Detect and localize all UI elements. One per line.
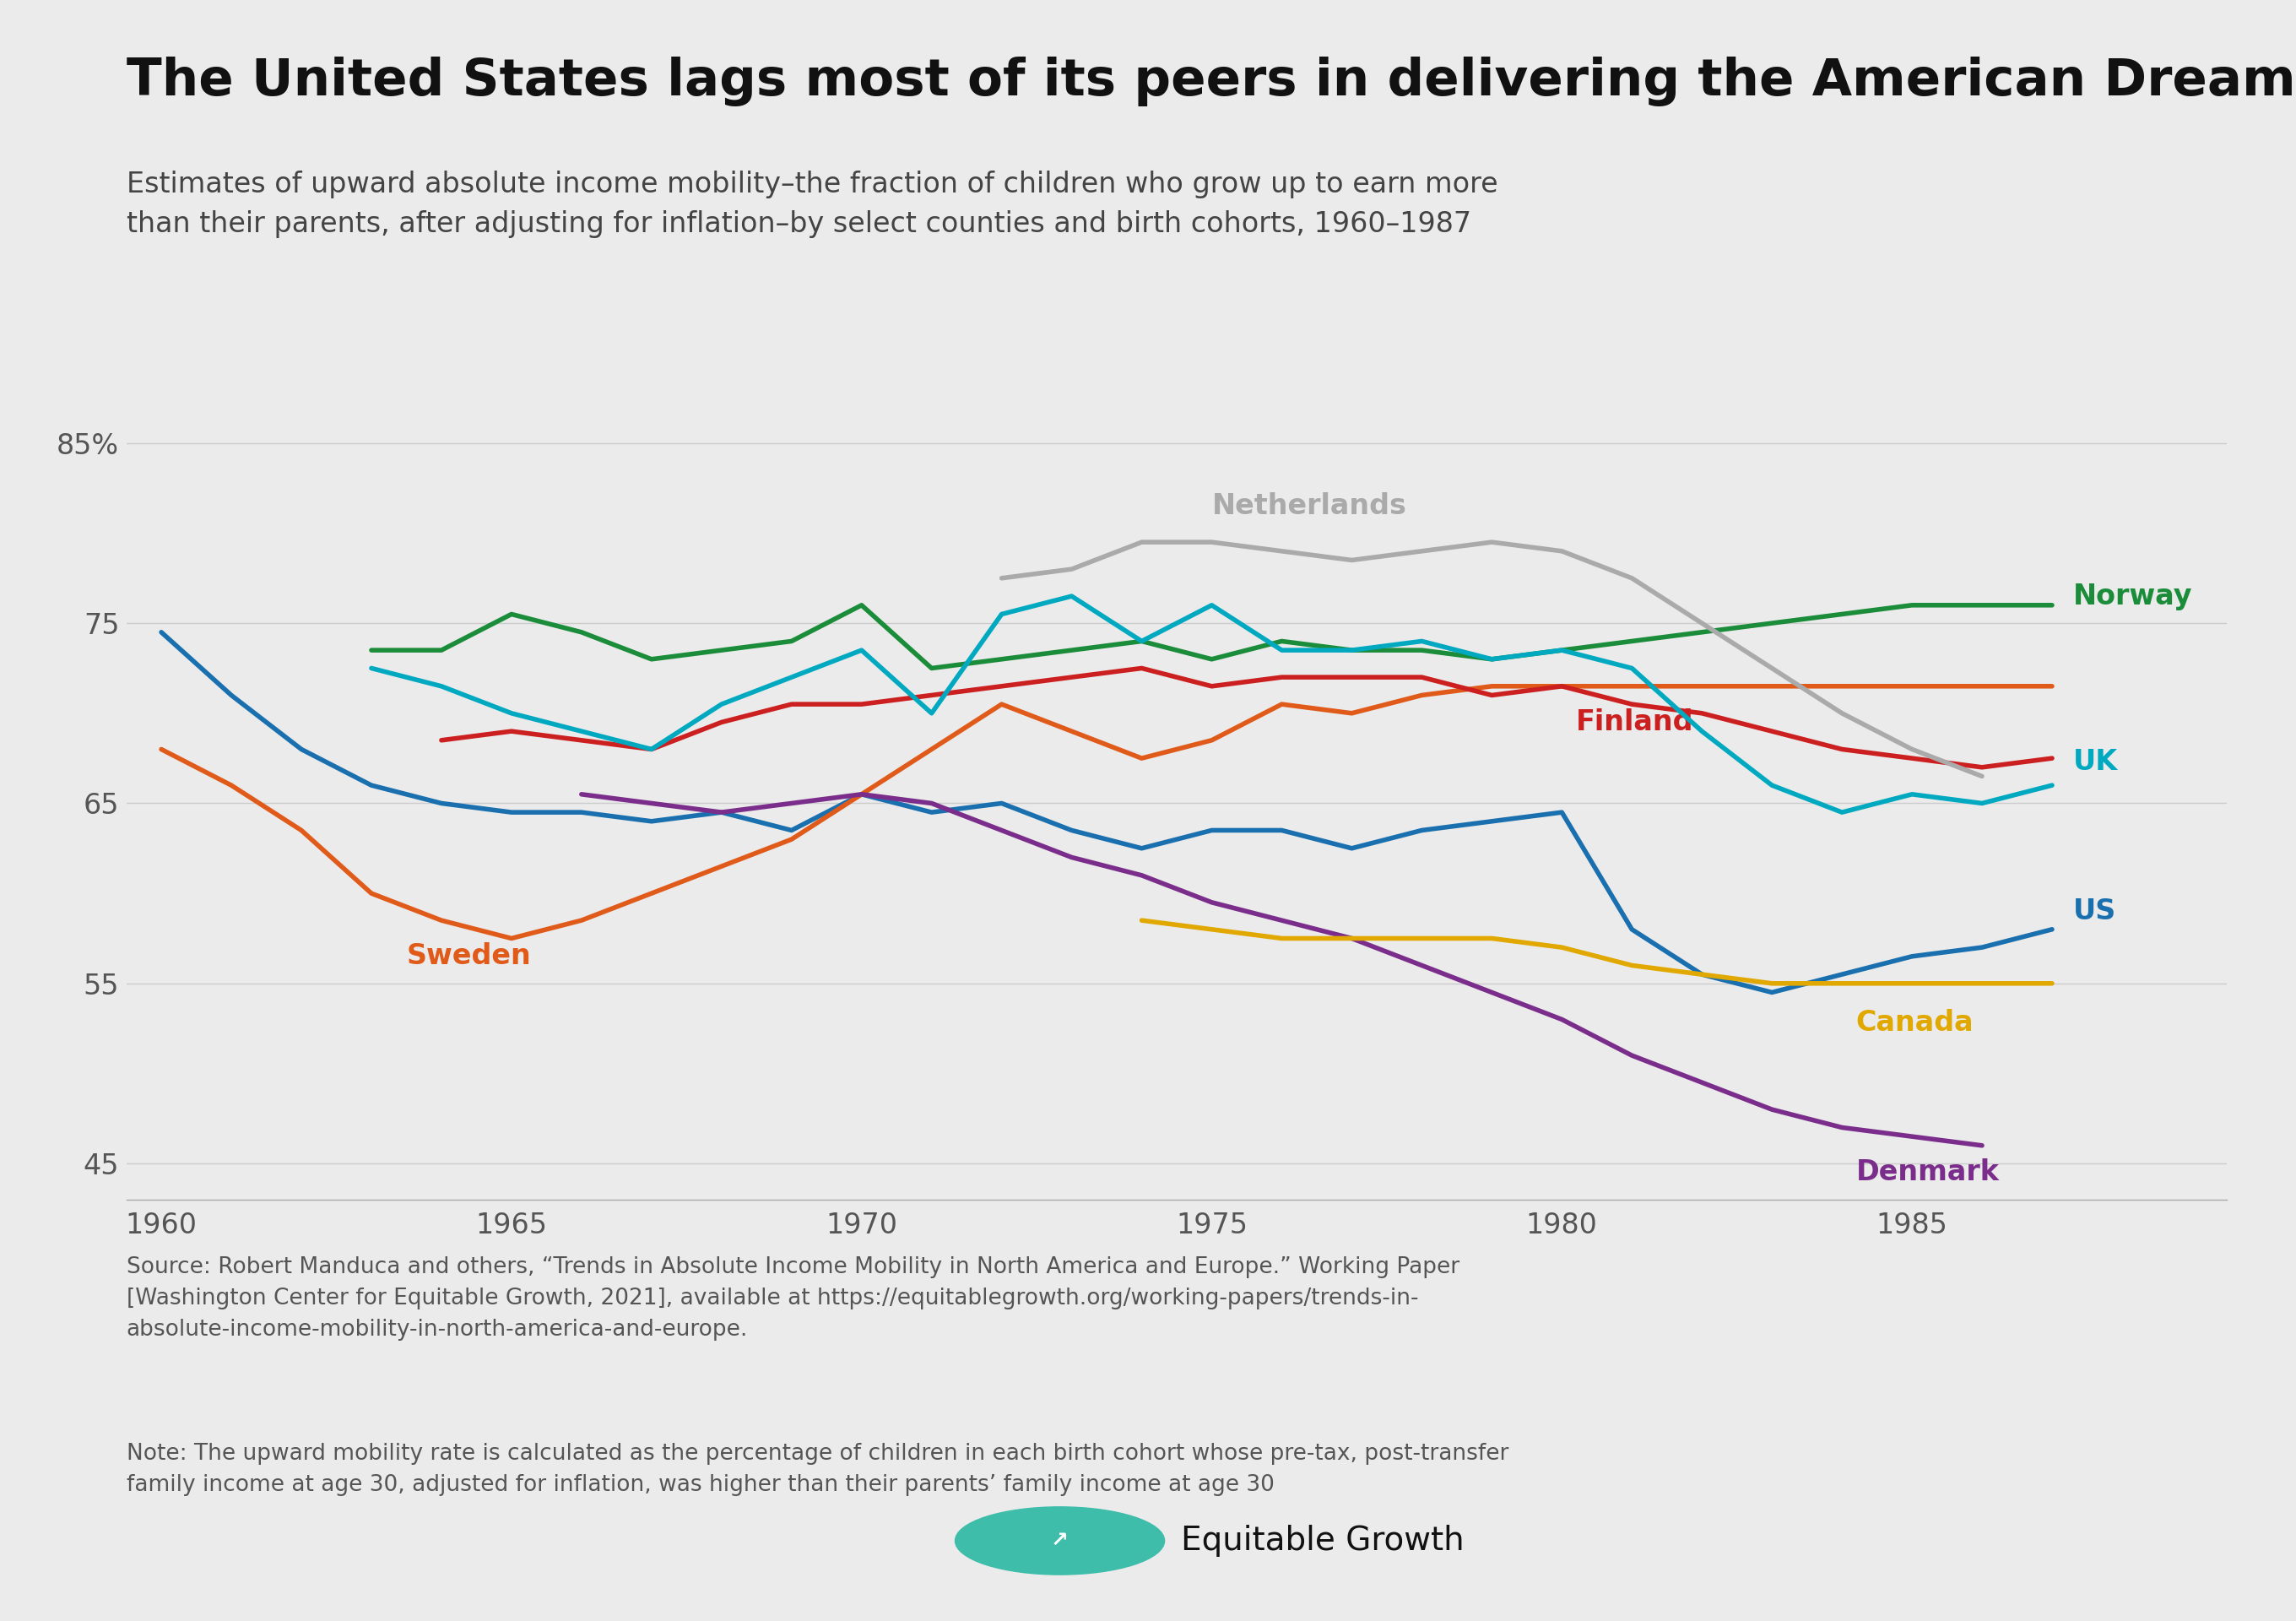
Text: The United States lags most of its peers in delivering the American Dream: The United States lags most of its peers… — [126, 57, 2296, 107]
Text: ↗: ↗ — [1052, 1530, 1068, 1551]
Text: Note: The upward mobility rate is calculated as the percentage of children in ea: Note: The upward mobility rate is calcul… — [126, 1443, 1508, 1496]
Text: Denmark: Denmark — [1855, 1159, 2000, 1187]
Text: Canada: Canada — [1855, 1010, 1975, 1037]
Text: Equitable Growth: Equitable Growth — [1180, 1525, 1465, 1556]
Text: US: US — [2073, 898, 2117, 926]
Text: Norway: Norway — [2073, 582, 2193, 609]
Text: Sweden: Sweden — [406, 942, 530, 971]
Text: UK: UK — [2073, 747, 2117, 776]
Text: Finland: Finland — [1575, 708, 1694, 736]
Circle shape — [955, 1508, 1164, 1574]
Text: Estimates of upward absolute income mobility–the fraction of children who grow u: Estimates of upward absolute income mobi… — [126, 170, 1497, 238]
Text: Netherlands: Netherlands — [1212, 493, 1407, 520]
Text: Source: Robert Manduca and others, “Trends in Absolute Income Mobility in North : Source: Robert Manduca and others, “Tren… — [126, 1256, 1460, 1341]
